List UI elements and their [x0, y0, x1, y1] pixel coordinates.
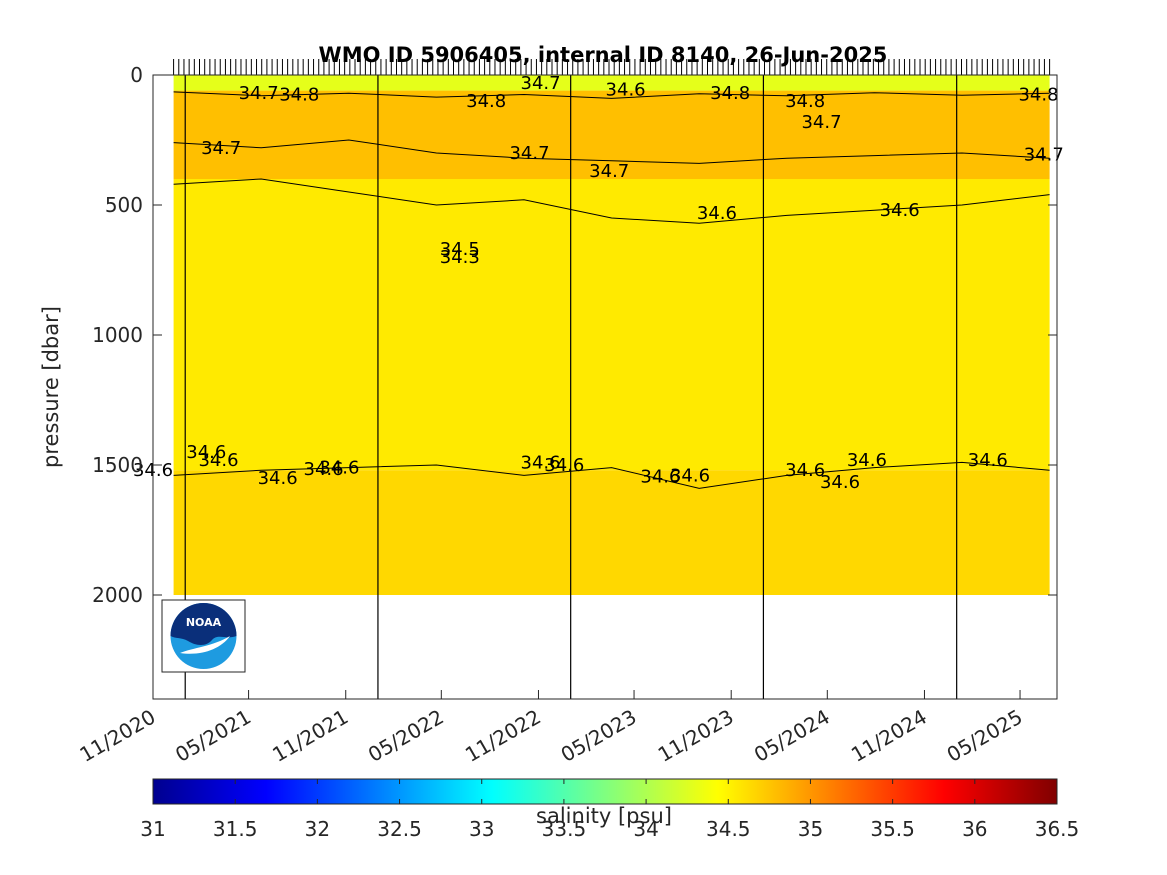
noaa-logo: NOAA	[161, 599, 246, 673]
contour-label: 34.7	[1024, 144, 1064, 165]
contour-label: 34.5	[440, 239, 480, 260]
x-tick-label: 11/2021	[268, 705, 352, 767]
x-tick-label: 05/2025	[943, 705, 1027, 767]
contour-line	[173, 178, 1050, 224]
contour-label: 34.8	[710, 83, 750, 104]
profile-ticks	[173, 59, 1051, 75]
y-axis-label: pressure [dbar]	[39, 306, 63, 468]
x-tick-label: 11/2024	[847, 705, 931, 767]
contour-label: 34.8	[466, 91, 506, 112]
x-tick-label: 05/2023	[557, 705, 641, 767]
x-tick-label: 05/2021	[171, 705, 255, 767]
contour-label: 34.6	[670, 465, 710, 486]
x-tick-label: 11/2023	[654, 705, 738, 767]
contour-label: 34.7	[801, 112, 841, 133]
colorbar-tick-label: 32.5	[377, 817, 422, 841]
contour-label: 34.6	[521, 452, 561, 473]
contour-label: 34.7	[239, 83, 279, 104]
colorbar-tick-label: 31	[140, 817, 165, 841]
contour-label: 34.8	[279, 85, 319, 106]
contour-line	[173, 91, 1050, 99]
x-axis: 11/2020 05/2021 11/2021 05/2022 11/2022 05/20…	[76, 690, 1027, 767]
contour-label: 34.7	[509, 143, 549, 164]
x-tick-label: 05/2022	[364, 705, 448, 767]
contour-label: 34.3	[440, 247, 480, 268]
colorbar-label: salinity [psu]	[536, 804, 672, 828]
contour-line	[173, 139, 1050, 164]
salinity-band	[173, 75, 1050, 91]
colorbar	[152, 778, 1058, 805]
colorbar-tick-label: 36.5	[1035, 817, 1080, 841]
salinity-band	[173, 90, 1050, 179]
contour-label: 34.6	[258, 468, 298, 489]
contour-label: 34.6	[544, 455, 584, 476]
noaa-logo-text: NOAA	[186, 616, 222, 629]
contour-label: 34.6	[785, 460, 825, 481]
salinity-band	[173, 179, 1050, 471]
colorbar-tick-label: 33.5	[542, 817, 587, 841]
y-tick-label: 2000	[92, 583, 143, 607]
x-tick-label: 05/2024	[750, 705, 834, 767]
contour-label: 34.6	[640, 467, 680, 488]
contour-label: 34.6	[697, 203, 737, 224]
y-tick-label: 500	[105, 193, 143, 217]
y-tick-label: 1500	[92, 453, 143, 477]
chart-title: WMO ID 5906405, internal ID 8140, 26-Jun…	[319, 43, 888, 67]
colorbar-tick-label: 31.5	[213, 817, 258, 841]
colorbar-tick-label: 32	[305, 817, 330, 841]
colorbar-tick-label: 34.5	[706, 817, 751, 841]
contour-label: 34.6	[847, 450, 887, 471]
contour-label: 34.8	[1018, 85, 1058, 106]
colorbar-tick-label: 33	[469, 817, 494, 841]
contour-label: 34.7	[201, 138, 241, 159]
x-tick-label: 11/2022	[461, 705, 545, 767]
contour-label: 34.6	[304, 459, 344, 480]
colorbar-tick-label: 36	[962, 817, 987, 841]
colorbar-tick-label: 35.5	[870, 817, 915, 841]
year-boundary-lines	[184, 75, 958, 699]
salinity-fill	[173, 75, 1050, 595]
contour-labels: 34.7 34.8 34.834.7 34.6 34.8 34.834.734.834.7…	[133, 73, 1064, 493]
contour-lines	[173, 91, 1050, 489]
contour-label: 34.6	[968, 450, 1008, 471]
contour-line	[173, 461, 1050, 489]
noaa-logo-icon: NOAA	[170, 603, 237, 669]
contour-label: 34.6	[820, 472, 860, 493]
colorbar-tick-label: 35	[798, 817, 823, 841]
colorbar-ticks: 31 31.5 32 32.5 33 33.5 34 34.5 35 35.5 36 36.5	[140, 779, 1079, 841]
contour-label: 34.7	[521, 73, 561, 94]
salinity-band	[173, 470, 1050, 595]
contour-label: 34.7	[589, 161, 629, 182]
contour-label: 34.6	[606, 79, 646, 100]
y-tick-label: 1000	[92, 323, 143, 347]
contour-label: 34.6	[319, 458, 359, 479]
contour-label: 34.6	[880, 200, 920, 221]
y-axis: 0 500 1000 1500 2000	[92, 63, 1057, 607]
contour-label: 34.6	[198, 450, 238, 471]
contour-label: 34.8	[785, 91, 825, 112]
plot-frame	[152, 74, 1058, 700]
x-tick-label: 11/2020	[76, 705, 160, 767]
y-tick-label: 0	[130, 63, 143, 87]
contour-label: 34.6	[186, 442, 226, 463]
colorbar-tick-label: 34	[633, 817, 658, 841]
